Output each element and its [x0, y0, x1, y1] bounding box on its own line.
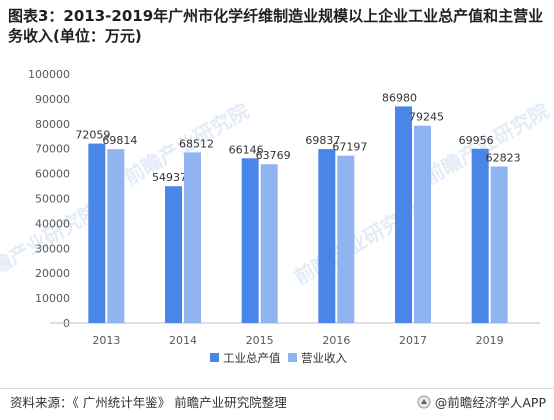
legend: 工业总产值 营业收入: [210, 351, 347, 365]
bar-value-label: 86980: [382, 91, 417, 104]
bar-revenue: [260, 164, 278, 323]
chart-title: 图表3：2013-2019年广州市化学纤维制造业规模以上企业工业总产值和主营业务…: [8, 7, 544, 45]
bar-revenue: [337, 155, 355, 323]
bar-output: [241, 158, 259, 323]
x-tick-label: 2016: [322, 334, 350, 347]
x-tick-label: 2015: [246, 334, 274, 347]
bar-value-label: 69837: [305, 134, 340, 147]
bar-value-label: 72059: [75, 129, 110, 142]
bar-revenue: [184, 152, 201, 323]
y-tick-label: 10000: [35, 292, 70, 305]
bar-value-label: 69814: [102, 134, 137, 147]
x-axis: 2013 2014 2015 2016 2017 2019: [50, 322, 540, 347]
y-tick-label: 90000: [35, 93, 70, 106]
y-tick-label: 30000: [35, 242, 70, 255]
y-tick-label: 70000: [35, 143, 70, 156]
legend-swatch: [288, 353, 297, 362]
bar-value-label: 67197: [332, 141, 367, 154]
y-tick-label: 20000: [35, 267, 70, 280]
y-tick-label: 100000: [28, 68, 70, 81]
bar-output: [395, 106, 412, 323]
bar-value-label: 68512: [179, 137, 214, 150]
legend-swatch: [210, 353, 219, 362]
x-tick-label: 2019: [476, 334, 504, 347]
y-tick-label: 60000: [35, 168, 70, 181]
bar-revenue: [490, 166, 508, 323]
brand-label: @前瞻经济学人APP: [434, 395, 546, 410]
bar-value-label: 66146: [229, 143, 264, 156]
x-tick-label: 2017: [399, 334, 427, 347]
bar-value-label: 79245: [409, 111, 444, 124]
bar-revenue: [414, 125, 431, 323]
bar-output: [318, 149, 336, 323]
bar-output: [165, 186, 182, 323]
legend-label: 营业收入: [301, 351, 347, 365]
y-axis: 0100002000030000400005000060000700008000…: [28, 68, 70, 330]
bar-value-label: 62823: [486, 152, 521, 165]
brand-logo-icon: [417, 395, 431, 408]
x-tick-label: 2014: [169, 334, 197, 347]
bar-value-label: 63769: [256, 149, 291, 162]
bar-value-label: 69956: [459, 134, 494, 147]
bar-revenue: [107, 149, 125, 323]
bar-value-label: 54937: [152, 171, 187, 184]
source-note: 资料来源：《 广州统计年鉴》 前瞻产业研究院整理: [10, 395, 287, 410]
brand-credit: @前瞻经济学人APP: [417, 392, 546, 411]
x-tick-label: 2013: [92, 334, 120, 347]
y-tick-label: 50000: [35, 193, 70, 206]
y-tick-label: 80000: [35, 118, 70, 131]
footer-divider: [0, 388, 554, 389]
bar-output: [88, 143, 106, 323]
legend-label: 工业总产值: [223, 351, 281, 365]
y-tick-label: 40000: [35, 217, 70, 230]
bar-output: [471, 148, 489, 323]
